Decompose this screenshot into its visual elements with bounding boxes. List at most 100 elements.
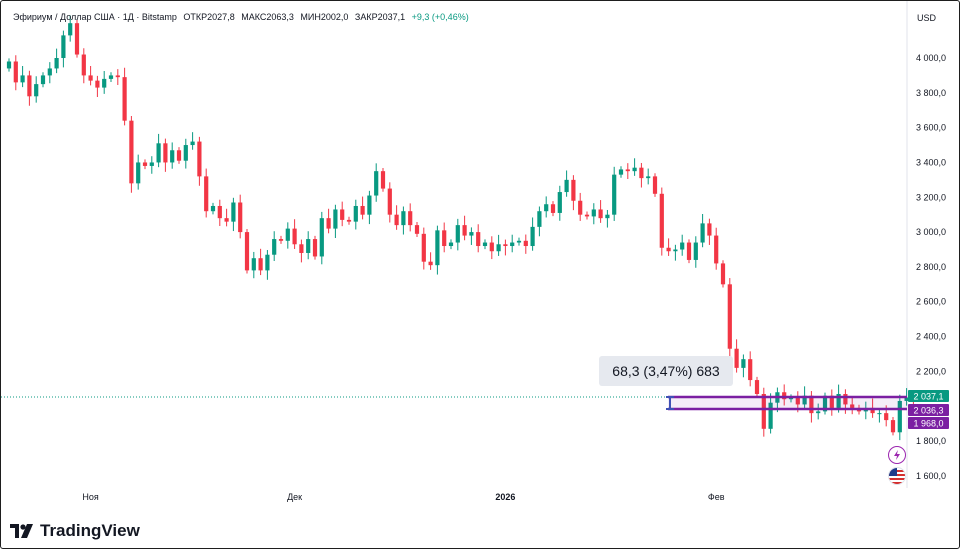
price-tag-last: 2 037,1	[908, 390, 949, 402]
symbol-name[interactable]: Эфириум / Доллар США · 1Д · Bitstamp	[13, 12, 177, 22]
candle-body	[408, 211, 413, 226]
candle-body	[258, 258, 263, 271]
candle-body	[142, 162, 148, 166]
candle-body	[510, 242, 515, 247]
candle-body	[680, 242, 685, 250]
candle-body	[13, 61, 18, 83]
price-tick-label: 3 800,0	[916, 88, 946, 98]
candle-body	[149, 162, 154, 166]
candle-body	[278, 239, 284, 241]
candle-body	[578, 200, 583, 215]
candle-body	[714, 235, 719, 264]
candle-body	[612, 174, 617, 215]
candle-body	[435, 230, 440, 266]
candle-body	[836, 393, 841, 408]
price-tick-label: 1 600,0	[916, 471, 946, 481]
candle-body	[20, 75, 25, 83]
candle-body	[557, 192, 562, 213]
candles-group	[6, 15, 916, 441]
candle-body	[27, 75, 32, 97]
candle-body	[231, 202, 236, 222]
candle-body	[197, 141, 202, 177]
candle-body	[40, 75, 46, 85]
measure-label: 68,3 (3,47%) 683	[599, 356, 733, 386]
measure-band	[668, 397, 907, 409]
candle-body	[618, 169, 624, 175]
tradingview-logo-icon	[10, 524, 33, 538]
candle-body	[516, 240, 522, 243]
time-tick-label: Ноя	[82, 492, 99, 502]
candle-body	[285, 228, 290, 241]
candle-body	[489, 242, 494, 252]
candle-body	[163, 143, 168, 163]
price-tick-label: 2 200,0	[916, 366, 946, 376]
candle-body	[734, 348, 739, 368]
candle-body	[482, 242, 488, 247]
candle-body	[564, 179, 569, 193]
candle-body	[476, 232, 481, 247]
candle-body	[768, 402, 773, 429]
candle-body	[890, 420, 896, 433]
candle-body	[455, 225, 460, 243]
price-tag-upper: 2 036,3	[908, 404, 949, 416]
candle-body	[530, 226, 535, 247]
candle-body	[47, 68, 52, 76]
candle-body	[34, 84, 39, 97]
candle-body	[204, 176, 209, 212]
candle-body	[353, 205, 358, 222]
candle-body	[795, 397, 800, 405]
candle-body	[299, 244, 304, 253]
candle-body	[380, 171, 386, 189]
price-tick-label: 2 800,0	[916, 262, 946, 272]
price-tag-lower-text: 1 968,0	[913, 419, 943, 429]
candle-body	[272, 239, 277, 255]
candle-body	[224, 218, 229, 222]
ohlc-close: ЗАКР2037,1	[354, 12, 406, 22]
candle-body	[374, 171, 379, 196]
candle-body	[605, 214, 610, 219]
candle-body	[442, 230, 447, 247]
flag-icon[interactable]	[888, 467, 906, 485]
measure-tool[interactable]	[666, 395, 907, 411]
candle-body	[210, 205, 216, 212]
price-tick-label: 4 000,0	[916, 53, 946, 63]
candle-body	[693, 242, 698, 260]
currency-label[interactable]: USD	[916, 13, 936, 23]
tradingview-logo[interactable]: TradingView	[10, 521, 140, 541]
ohlc-open: ОТКР2027,8	[183, 12, 235, 22]
candle-body	[632, 167, 637, 172]
candle-body	[190, 141, 195, 146]
candle-body	[462, 225, 467, 236]
price-tick-label: 2 600,0	[916, 297, 946, 307]
candle-body	[544, 204, 549, 212]
candle-body	[326, 218, 331, 229]
candle-body	[625, 169, 630, 172]
price-axis-ticks: 4 000,0 3 800,0 3 600,0 3 400,0 3 200,0 3 000…	[916, 53, 946, 481]
candle-body	[217, 205, 222, 219]
candle-body	[870, 407, 875, 414]
candle-body	[666, 247, 671, 252]
candle-body	[414, 225, 420, 234]
candle-body	[591, 209, 596, 217]
time-axis-labels: Ноя Дек 2026 Фев	[82, 492, 724, 502]
candle-body	[88, 75, 93, 81]
brand-name: TradingView	[40, 521, 140, 540]
time-tick-label: Фев	[708, 492, 725, 502]
candle-body	[646, 176, 651, 179]
candle-body	[68, 23, 73, 36]
candle-body	[129, 120, 134, 184]
candle-body	[843, 393, 848, 405]
candle-body	[251, 258, 256, 271]
lightning-icon[interactable]	[888, 446, 906, 464]
candle-body	[6, 61, 12, 69]
candle-body	[387, 188, 392, 215]
candle-body	[829, 395, 834, 408]
candle-body	[319, 218, 324, 257]
price-tag-lower: 1 968,0	[908, 417, 949, 429]
candle-body	[761, 393, 766, 429]
candle-body	[788, 397, 794, 400]
time-tick-label: Дек	[287, 492, 302, 502]
candle-body	[346, 219, 352, 222]
candle-body	[469, 232, 474, 236]
